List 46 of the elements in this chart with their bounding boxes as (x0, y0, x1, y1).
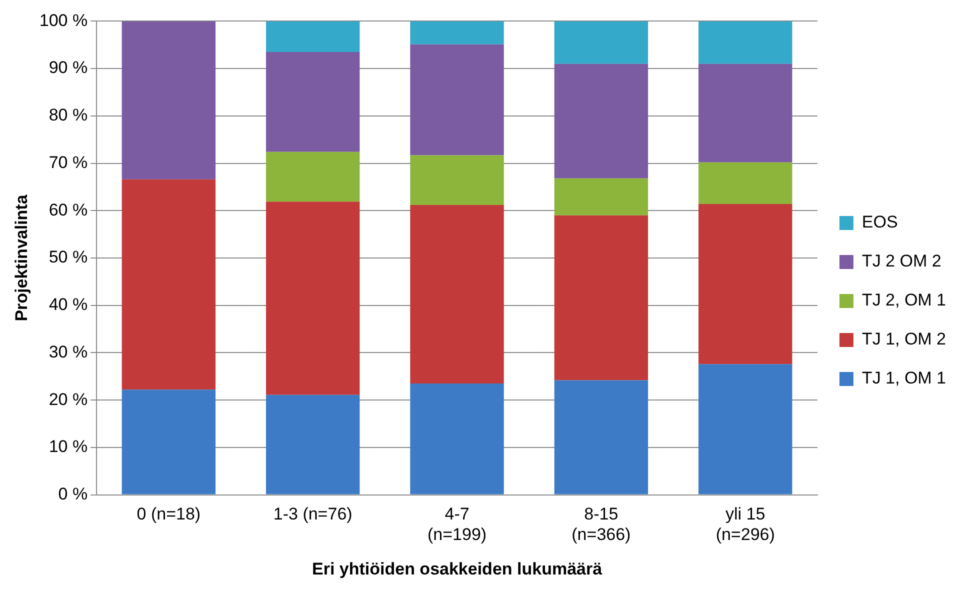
x-tick-label: 8-15 (n=366) (572, 504, 631, 544)
legend-label: TJ 1, OM 2 (862, 330, 946, 349)
legend-label: EOS (862, 212, 898, 232)
y-tick-label: 50 % (48, 248, 88, 267)
bar (698, 162, 792, 204)
y-tick-label: 70 % (48, 152, 88, 172)
y-tick-label: 20 % (48, 390, 88, 409)
bar (122, 21, 216, 180)
bar (410, 21, 504, 44)
x-tick-label: 4-7 (n=199) (427, 504, 487, 544)
bar (554, 215, 648, 380)
bar (554, 178, 648, 216)
bar (410, 384, 504, 494)
legend-label: TJ 2, OM 1 (862, 290, 946, 310)
bar (554, 21, 648, 64)
x-axis-title: Eri yhtiöiden osakkeiden lukumäärä (312, 559, 603, 578)
bar (698, 21, 792, 64)
y-tick-label: 40 % (48, 295, 88, 314)
x-tick-label: 1-3 (n=76) (273, 504, 352, 524)
bar (554, 380, 648, 494)
bar (266, 21, 360, 52)
y-tick-label: 10 % (48, 437, 88, 456)
y-tick-label: 90 % (48, 58, 88, 78)
bar (410, 155, 504, 205)
bar (410, 204, 504, 384)
bar (266, 152, 360, 202)
bar (266, 394, 360, 494)
bar (698, 64, 792, 162)
y-tick-label: 80 % (48, 106, 88, 125)
bar (122, 390, 216, 494)
bar (266, 52, 360, 152)
bar (698, 364, 792, 494)
x-tick-label: yli 15 (n=296) (716, 504, 775, 544)
bar (410, 44, 504, 156)
y-tick-label: 60 % (48, 200, 88, 220)
bar (698, 204, 792, 364)
y-axis-title: Projektinvalinta (12, 194, 31, 322)
y-tick-label: 30 % (48, 342, 88, 362)
bar (122, 179, 216, 390)
legend-label: TJ 1, OM 1 (862, 368, 946, 388)
y-tick-label: 100 % (39, 10, 88, 30)
x-tick-label: 0 (n=18) (136, 504, 201, 524)
y-tick-label: 0 % (58, 484, 88, 504)
bar (554, 64, 648, 178)
legend-label: TJ 2 OM 2 (862, 252, 942, 271)
bar (266, 202, 360, 395)
